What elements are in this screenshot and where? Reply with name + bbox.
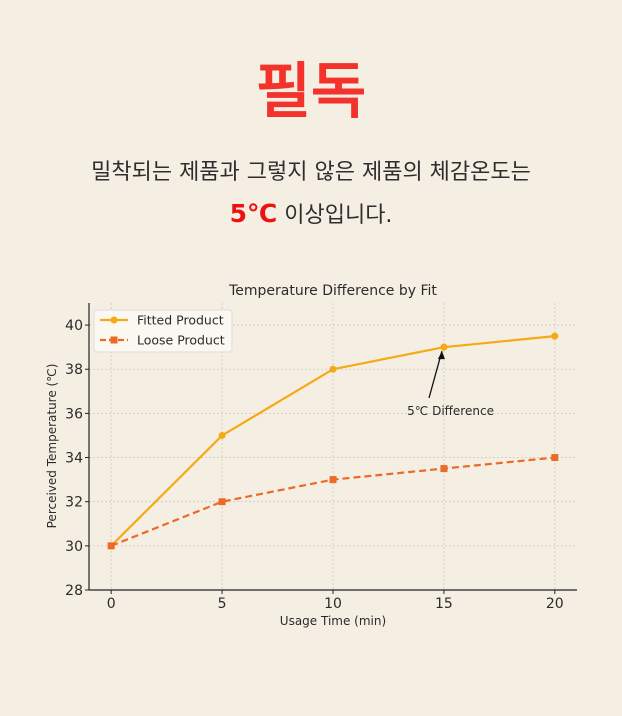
x-tick-label: 5 [218,596,227,612]
data-point [107,542,115,550]
highlight-temperature: 5℃ [229,199,278,228]
y-tick-label: 34 [65,451,83,467]
y-tick-label: 40 [65,318,83,334]
data-point [218,498,226,506]
x-tick-label: 0 [107,596,116,612]
data-point [218,431,226,439]
data-point [329,476,337,484]
y-tick-label: 36 [65,406,83,422]
legend-box [93,309,233,353]
x-tick-label: 20 [546,596,564,612]
legend-marker [110,336,118,344]
data-point [551,454,559,462]
y-tick-label: 30 [65,539,83,555]
legend-label: Fitted Product [137,313,224,328]
y-tick-label: 32 [65,495,83,511]
data-point [440,343,448,351]
legend-label: Loose Product [137,333,225,348]
x-tick-label: 15 [435,596,453,612]
chart-title: Temperature Difference by Fit [228,283,437,299]
data-point [551,332,559,340]
subtitle-line-2: 5℃ 이상입니다. [0,199,622,231]
headline: 필독 [255,57,367,127]
y-axis-label: Perceived Temperature (℃) [45,364,59,529]
data-point [329,365,337,373]
data-point [440,465,448,473]
annotation-label: 5℃ Difference [407,404,494,418]
annotation-arrowhead [437,351,445,360]
subtitle-line-2-rest: 이상입니다. [277,203,393,228]
y-tick-label: 28 [65,583,83,599]
x-axis-label: Usage Time (min) [280,614,386,628]
subtitle-line-1: 밀착되는 제품과 그렇지 않은 제품의 체감온도는 [91,160,531,185]
y-tick-label: 38 [65,362,83,378]
x-tick-label: 10 [324,596,342,612]
legend-marker [110,316,118,324]
